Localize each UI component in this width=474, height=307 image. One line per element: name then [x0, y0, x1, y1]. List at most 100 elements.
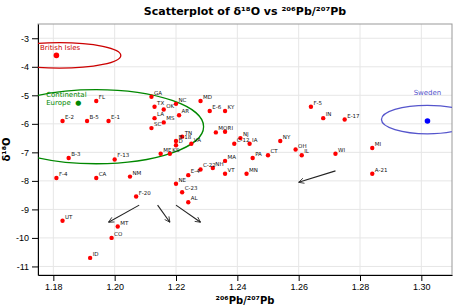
point-label: NE — [179, 177, 187, 183]
grid-line — [360, 24, 361, 275]
point-label: LA — [157, 111, 164, 117]
y-tick-label: -8 — [21, 176, 29, 186]
arrow — [158, 205, 170, 222]
x-tick: 1.26 — [290, 275, 308, 292]
y-tick-mark — [32, 266, 38, 267]
y-tick: -8 — [21, 176, 38, 186]
point-label: ME — [163, 147, 172, 153]
point-label: F-4 — [59, 171, 68, 177]
point-label: NM — [133, 170, 142, 176]
ellipse-label-line: Europe ● — [46, 99, 81, 107]
point-label: D — [179, 138, 183, 144]
grid-line — [38, 123, 452, 124]
x-tick: 1.24 — [229, 275, 247, 292]
point-label: TN — [184, 130, 192, 136]
ellipse-label: Sweden — [414, 89, 442, 97]
point-label: VA — [194, 137, 201, 143]
point-label: C-23 — [185, 185, 198, 191]
y-tick-label: -11 — [17, 262, 29, 272]
point-label: CT — [271, 148, 279, 154]
y-tick-label: -6 — [21, 119, 29, 129]
grid-line — [237, 24, 238, 275]
point-label: IL — [304, 148, 310, 154]
point-label: GA — [154, 90, 162, 96]
y-tick-mark — [32, 124, 38, 125]
y-tick: -10 — [16, 233, 38, 243]
x-tick-label: 1.20 — [106, 282, 124, 292]
point-label: E-17 — [347, 113, 360, 119]
point-label: B-5 — [90, 114, 100, 120]
x-tick-label: 1.18 — [45, 282, 63, 292]
ellipse-label-line: Sweden — [414, 89, 442, 97]
x-tick: 1.18 — [45, 275, 63, 292]
title: Scatterplot of δ¹⁸O vs ²⁰⁶Pb/²⁰⁷Pb — [144, 5, 347, 18]
grid-line — [38, 152, 452, 153]
y-axis: -11 -10 -9 -8 -7 -6 -5 -4 -3 — [16, 25, 39, 276]
grid-line — [38, 237, 452, 238]
x-tick-label: 1.22 — [168, 282, 186, 292]
point-label: OK — [166, 103, 174, 109]
y-tick-mark — [32, 95, 38, 96]
grid-line — [298, 24, 299, 275]
y-tick: -5 — [21, 91, 38, 101]
point-label: MS — [166, 115, 175, 121]
y-tick: -7 — [21, 148, 38, 158]
point-label: FL — [99, 94, 106, 100]
y-tick: -3 — [21, 34, 38, 44]
ellipse-label: ContinentalEurope ● — [46, 91, 87, 107]
point-label: E-4 — [191, 168, 200, 174]
point-label: TX — [156, 100, 164, 106]
y-tick-label: -10 — [16, 233, 29, 243]
plot-area — [38, 43, 452, 261]
point-label: E-6 — [212, 104, 221, 110]
point-label: RI — [228, 125, 234, 131]
y-tick: -9 — [21, 205, 38, 215]
x-tick-mark — [115, 275, 116, 281]
x-tick-label: 1.30 — [413, 282, 431, 292]
point-series — [54, 53, 60, 59]
point-label: AR — [182, 108, 190, 114]
y-tick-label: -9 — [21, 205, 29, 215]
ellipse-label-line: Continental — [46, 91, 87, 99]
x-tick-label: 1.26 — [290, 282, 308, 292]
x-axis-title: ²⁰⁶Pb/²⁰⁷Pb — [216, 295, 275, 306]
point — [54, 53, 60, 59]
x-tick-label: 1.24 — [229, 282, 247, 292]
grid — [38, 24, 452, 275]
point-label: B-3 — [71, 151, 81, 157]
y-tick-mark — [32, 67, 38, 68]
y-tick-mark — [32, 209, 38, 210]
y-axis-title: δ¹⁸O — [1, 137, 12, 161]
y-tick-mark — [32, 152, 38, 153]
point-label: IN — [326, 111, 332, 117]
point-label: MI — [375, 141, 382, 147]
x-tick-mark — [421, 275, 422, 281]
point-label: NY — [283, 134, 291, 140]
point-label: PA — [255, 151, 262, 157]
group-ellipse — [381, 105, 452, 134]
point-label: WI — [338, 147, 345, 153]
point-label: ID — [93, 251, 99, 257]
grid-line — [53, 24, 54, 275]
y-tick-label: -4 — [21, 62, 29, 72]
x-tick-mark — [360, 275, 361, 281]
y-tick-mark — [32, 238, 38, 239]
point-label: C-22 — [203, 162, 216, 168]
chart: 1.18 1.20 1.22 1.24 1.26 1.28 1.30 -11 -10 -9 -8 -7… — [0, 0, 474, 307]
x-tick: 1.28 — [352, 275, 370, 292]
point-series — [54, 95, 374, 261]
point-label: F-20 — [139, 190, 152, 196]
ellipse-label-line: British Isles — [40, 44, 81, 52]
grid-line — [38, 38, 452, 39]
y-tick-label: -3 — [21, 34, 29, 44]
x-tick: 1.30 — [413, 275, 431, 292]
y-tick-label: -5 — [21, 91, 29, 101]
point-label: UT — [65, 214, 73, 220]
grid-line — [38, 180, 452, 181]
point-label: MA — [228, 154, 237, 160]
grid-line — [38, 66, 452, 67]
point-label: VT — [228, 167, 236, 173]
y-tick: -4 — [21, 62, 38, 72]
y-tick: -11 — [17, 262, 38, 272]
x-tick-label: 1.28 — [352, 282, 370, 292]
